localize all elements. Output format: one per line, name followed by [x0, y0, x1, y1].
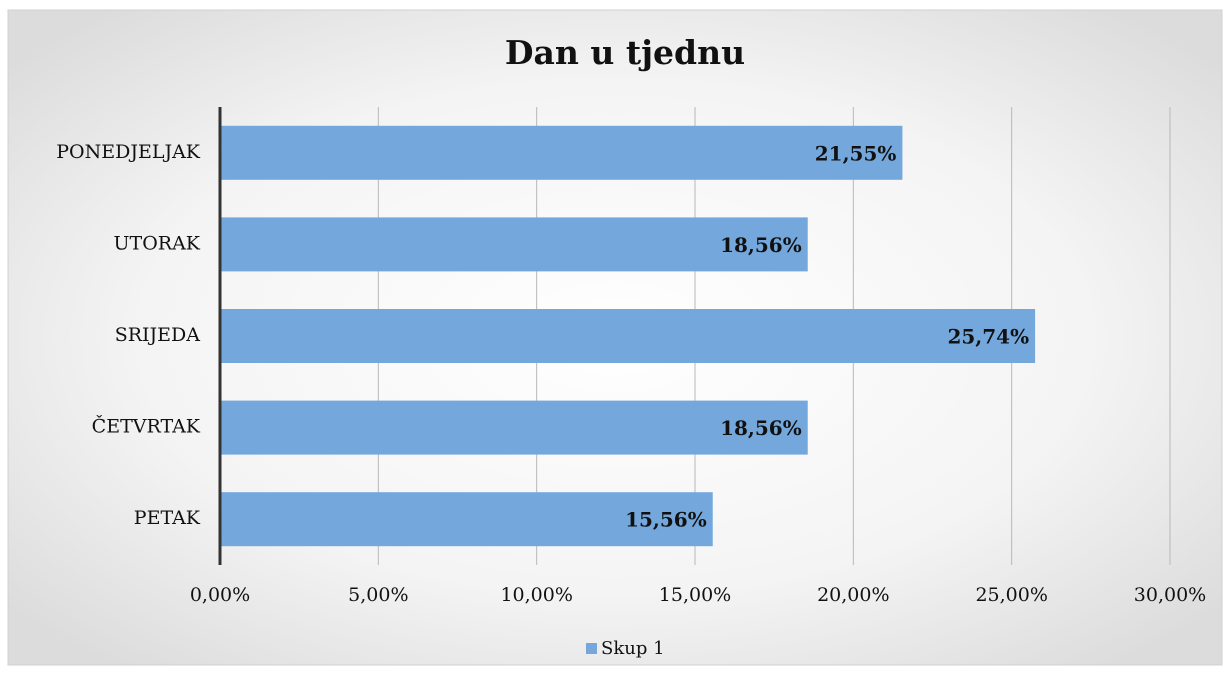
y-tick-label: PETAK — [134, 507, 201, 529]
x-tick-label: 25,00% — [975, 584, 1047, 606]
bar — [220, 492, 713, 547]
legend-swatch — [586, 643, 597, 654]
x-tick-label: 10,00% — [500, 584, 572, 606]
bar — [220, 309, 1036, 363]
y-tick-label: UTORAK — [114, 232, 201, 254]
y-tick-label: SRIJEDA — [115, 324, 201, 346]
data-label: 18,56% — [720, 416, 802, 440]
x-tick-label: 20,00% — [817, 584, 889, 606]
data-label: 15,56% — [625, 508, 707, 532]
y-tick-label: PONEDJELJAK — [56, 141, 201, 163]
legend-label: Skup 1 — [601, 638, 665, 659]
x-tick-label: 5,00% — [348, 584, 408, 606]
x-tick-label: 15,00% — [659, 584, 731, 606]
x-tick-label: 30,00% — [1134, 584, 1206, 606]
data-label: 25,74% — [947, 325, 1029, 349]
chart-title: Dan u tjednu — [505, 33, 745, 72]
data-label: 21,55% — [815, 141, 897, 165]
x-tick-label: 0,00% — [190, 584, 250, 606]
data-label: 18,56% — [720, 233, 802, 257]
bar — [220, 400, 808, 455]
bar — [220, 125, 903, 180]
y-tick-label: ČETVRTAK — [92, 415, 201, 438]
bar — [220, 217, 808, 272]
